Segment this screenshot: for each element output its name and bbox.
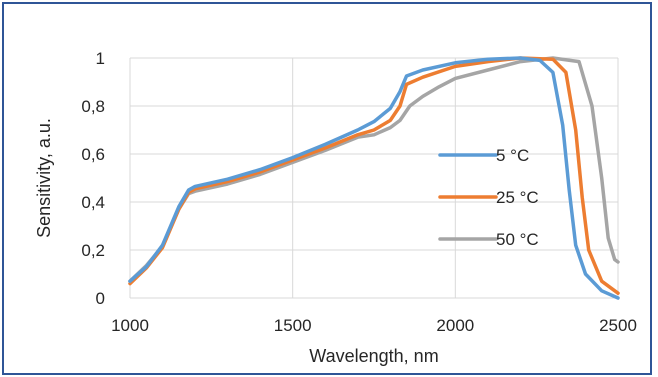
y-tick-label: 0,2 xyxy=(81,241,105,260)
series-line xyxy=(128,56,620,300)
y-axis-title: Sensitivity, a.u. xyxy=(34,118,54,238)
series-lines xyxy=(128,56,620,300)
y-tick-labels: 0 0,2 0,4 0,6 0,8 1 xyxy=(81,49,105,308)
y-tick-label: 0,6 xyxy=(81,145,105,164)
x-tick-label: 2000 xyxy=(436,316,474,335)
x-tick-label: 2500 xyxy=(599,316,637,335)
x-tick-label: 1500 xyxy=(274,316,312,335)
legend-label: 5 °C xyxy=(496,146,529,165)
x-axis-title: Wavelength, nm xyxy=(309,346,438,366)
legend: 5 °C 25 °C 50 °C xyxy=(438,146,539,249)
y-tick-label: 1 xyxy=(96,49,105,68)
y-tick-label: 0 xyxy=(96,289,105,308)
legend-label: 50 °C xyxy=(496,230,539,249)
x-tick-label: 1000 xyxy=(111,316,149,335)
legend-label: 25 °C xyxy=(496,188,539,207)
y-tick-label: 0,8 xyxy=(81,97,105,116)
x-tick-labels: 1000 1500 2000 2500 xyxy=(111,316,637,335)
series-line xyxy=(128,56,620,295)
y-tick-label: 0,4 xyxy=(81,193,105,212)
gridlines xyxy=(129,57,619,299)
series-line xyxy=(128,56,620,283)
